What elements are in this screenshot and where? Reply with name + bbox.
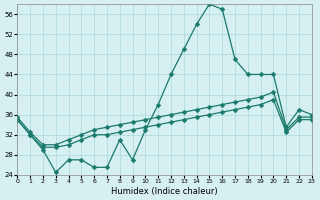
X-axis label: Humidex (Indice chaleur): Humidex (Indice chaleur): [111, 187, 218, 196]
